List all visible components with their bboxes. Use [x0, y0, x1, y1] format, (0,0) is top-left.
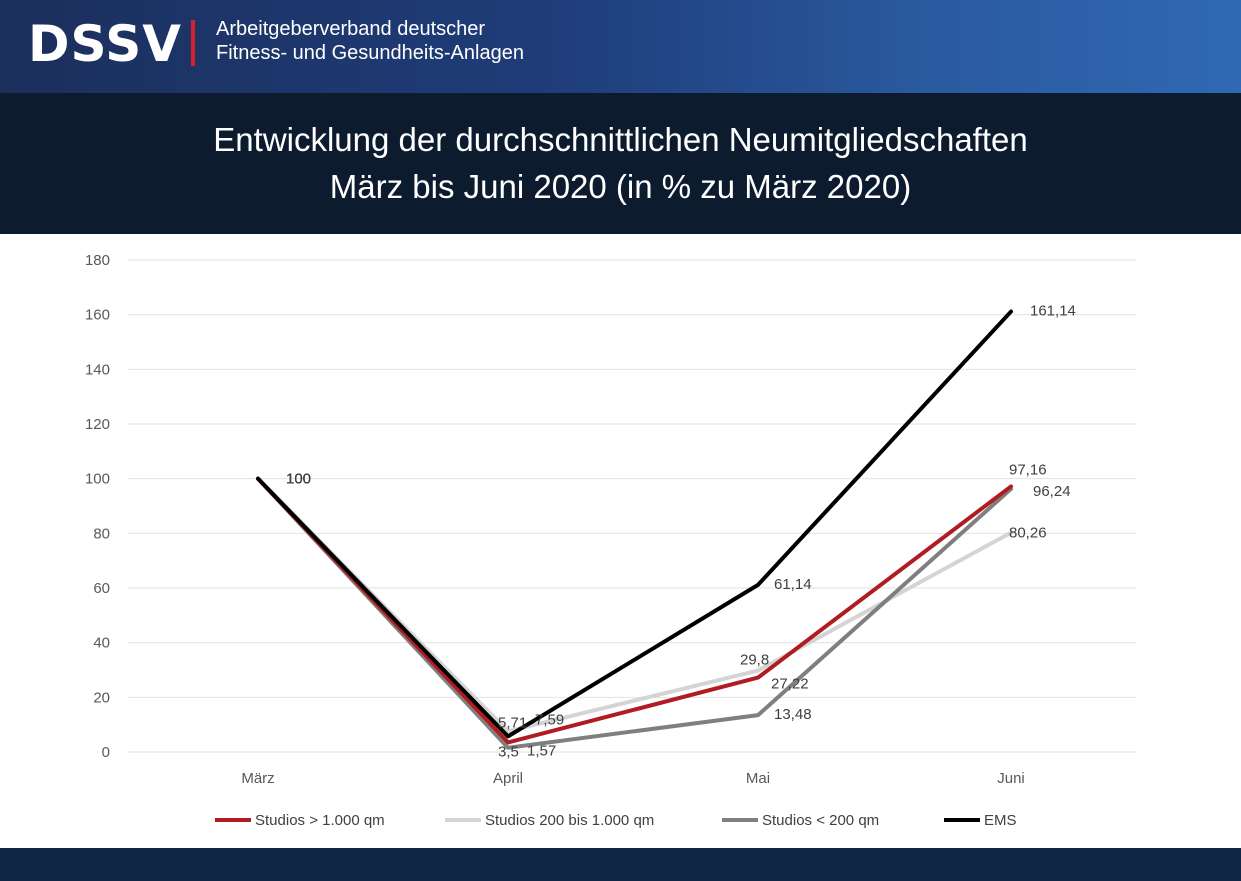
- series-line: [256, 476, 1013, 734]
- organization-name: Arbeitgeberverband deutscher Fitness- un…: [216, 17, 524, 65]
- y-tick-label: 20: [93, 689, 110, 706]
- data-label: 96,24: [1033, 483, 1071, 500]
- data-label: 97,16: [1009, 461, 1047, 478]
- legend-swatch: [722, 818, 758, 822]
- legend-label: Studios < 200 qm: [762, 811, 880, 829]
- y-tick-label: 60: [93, 580, 110, 597]
- data-label: 80,26: [1009, 525, 1047, 542]
- chart-legend: Studios > 1.000 qm Studios 200 bis 1.000 …: [0, 808, 1241, 832]
- legend-label: EMS: [984, 811, 1017, 829]
- header-banner: DSSV Arbeitgeberverband deutscher Fitnes…: [0, 0, 1241, 93]
- legend-label: Studios 200 bis 1.000 qm: [485, 811, 655, 829]
- legend-item: Studios < 200 qm: [722, 808, 879, 832]
- data-label: 29,8: [740, 652, 769, 669]
- organization-line-2: Fitness- und Gesundheits-Anlagen: [216, 42, 524, 64]
- data-label: 100: [286, 471, 311, 488]
- legend-item: EMS: [944, 808, 1017, 832]
- line-chart: 0 20 40 60 80 100 120 140 160 180 März April Mai Juni…: [85, 252, 1136, 787]
- data-label: 100: [286, 471, 311, 488]
- data-label: 61,14: [774, 576, 812, 593]
- organization-line-1: Arbeitgeberverband deutscher: [216, 18, 486, 40]
- legend-item: Studios > 1.000 qm: [215, 808, 385, 832]
- y-tick-label: 120: [85, 416, 110, 433]
- title-bar: [0, 93, 1241, 234]
- data-label: 13,48: [774, 706, 812, 723]
- data-label: 3,5: [498, 743, 519, 760]
- y-tick-label: 160: [85, 307, 110, 324]
- logo-divider: [191, 20, 195, 66]
- chart-subtitle: März bis Juni 2020 (in % zu März 2020): [329, 168, 912, 205]
- chart-title: Entwicklung der durchschnittlichen Neumi…: [213, 121, 1028, 158]
- data-label: 161,14: [1030, 303, 1076, 320]
- data-label: 100: [286, 471, 311, 488]
- x-tick-label: April: [493, 770, 523, 787]
- legend-swatch: [445, 818, 481, 822]
- legend-swatch: [215, 818, 251, 822]
- legend-item: Studios 200 bis 1.000 qm: [445, 808, 654, 832]
- y-tick-label: 180: [85, 252, 110, 269]
- y-tick-label: 80: [93, 525, 110, 542]
- dssv-logo: DSSV: [28, 15, 182, 73]
- series-line: [256, 476, 1013, 745]
- legend-label: Studios > 1.000 qm: [255, 811, 385, 829]
- x-tick-label: März: [241, 770, 274, 787]
- y-tick-label: 140: [85, 361, 110, 378]
- data-label: 7,59: [535, 711, 564, 728]
- data-label: 100: [286, 471, 311, 488]
- y-tick-label: 0: [102, 744, 110, 761]
- legend-swatch: [944, 818, 980, 822]
- series-line: [256, 309, 1013, 739]
- x-tick-label: Juni: [997, 770, 1025, 787]
- x-tick-label: Mai: [746, 770, 770, 787]
- y-tick-label: 40: [93, 635, 110, 652]
- series-line: [256, 476, 1013, 750]
- footer-bar: [0, 848, 1241, 881]
- data-label: 27,22: [771, 676, 809, 693]
- y-tick-label: 100: [85, 471, 110, 488]
- data-label: 5,71: [498, 714, 527, 731]
- data-label: 1,57: [527, 743, 556, 760]
